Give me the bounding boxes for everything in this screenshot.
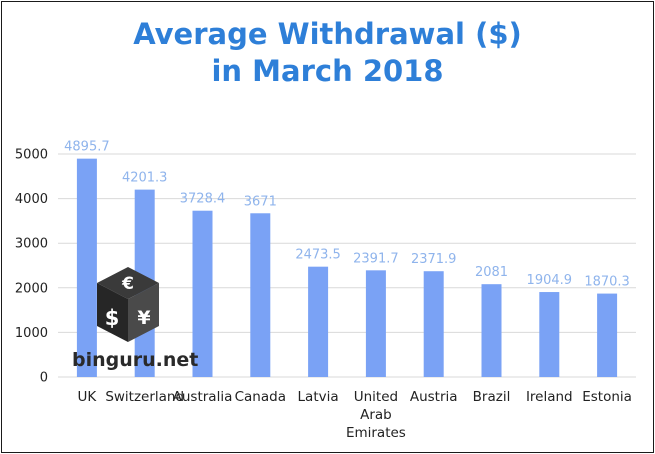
yen-icon: ¥ [137,307,150,329]
bar [192,210,213,377]
y-axis: 0 1000 2000 3000 4000 5000 [15,148,48,386]
y-tick-label: 3000 [15,237,48,252]
data-labels: 4895.7 4201.3 3728.4 3671 2473.5 2391.7 2371.9… [64,140,630,290]
x-tick-label: UK [78,389,98,405]
y-tick-label: 0 [40,371,48,386]
y-tick-label: 1000 [15,326,48,341]
data-label: 1904.9 [527,273,573,288]
data-label: 2371.9 [411,252,457,267]
bar [481,284,502,377]
bar [76,158,97,377]
x-tick-label: Switzerland [105,389,184,405]
binguru-logo: € $ ¥ binguru.net [72,267,198,371]
logo-cube-right [128,283,159,342]
bar [423,271,444,377]
x-tick-label: Emirates [346,425,406,441]
data-label: 2391.7 [353,251,399,266]
y-tick-label: 2000 [15,281,48,296]
bars [76,158,618,377]
euro-icon: € [121,274,134,294]
data-label: 3728.4 [180,192,226,207]
watermark-text: binguru.net [72,349,198,371]
bar [308,266,329,377]
bar [365,270,386,377]
bar [539,292,560,377]
x-tick-label: Ireland [526,389,573,405]
x-tick-label: Arab [360,407,392,423]
data-label: 2473.5 [295,248,341,263]
data-label: 2081 [475,265,508,280]
x-tick-label: Austria [410,389,458,405]
data-label: 4895.7 [64,140,110,155]
dollar-icon: $ [105,306,120,330]
x-tick-label: Brazil [473,389,511,405]
x-tick-label: Estonia [582,389,632,405]
chart-subtitle: in March 2018 [211,54,444,88]
logo-cube-left [97,283,128,342]
bar [597,293,618,377]
data-label: 1870.3 [584,275,630,290]
chart-title: Average Withdrawal ($) [133,17,522,51]
x-tick-label: Latvia [298,389,339,405]
bar [250,213,271,377]
data-label: 4201.3 [122,171,168,186]
x-tick-label: Australia [173,389,233,405]
y-tick-label: 4000 [15,192,48,207]
y-tick-label: 5000 [15,148,48,163]
x-tick-label: United [354,389,398,405]
x-tick-label: Canada [235,389,286,405]
data-label: 3671 [244,194,277,209]
